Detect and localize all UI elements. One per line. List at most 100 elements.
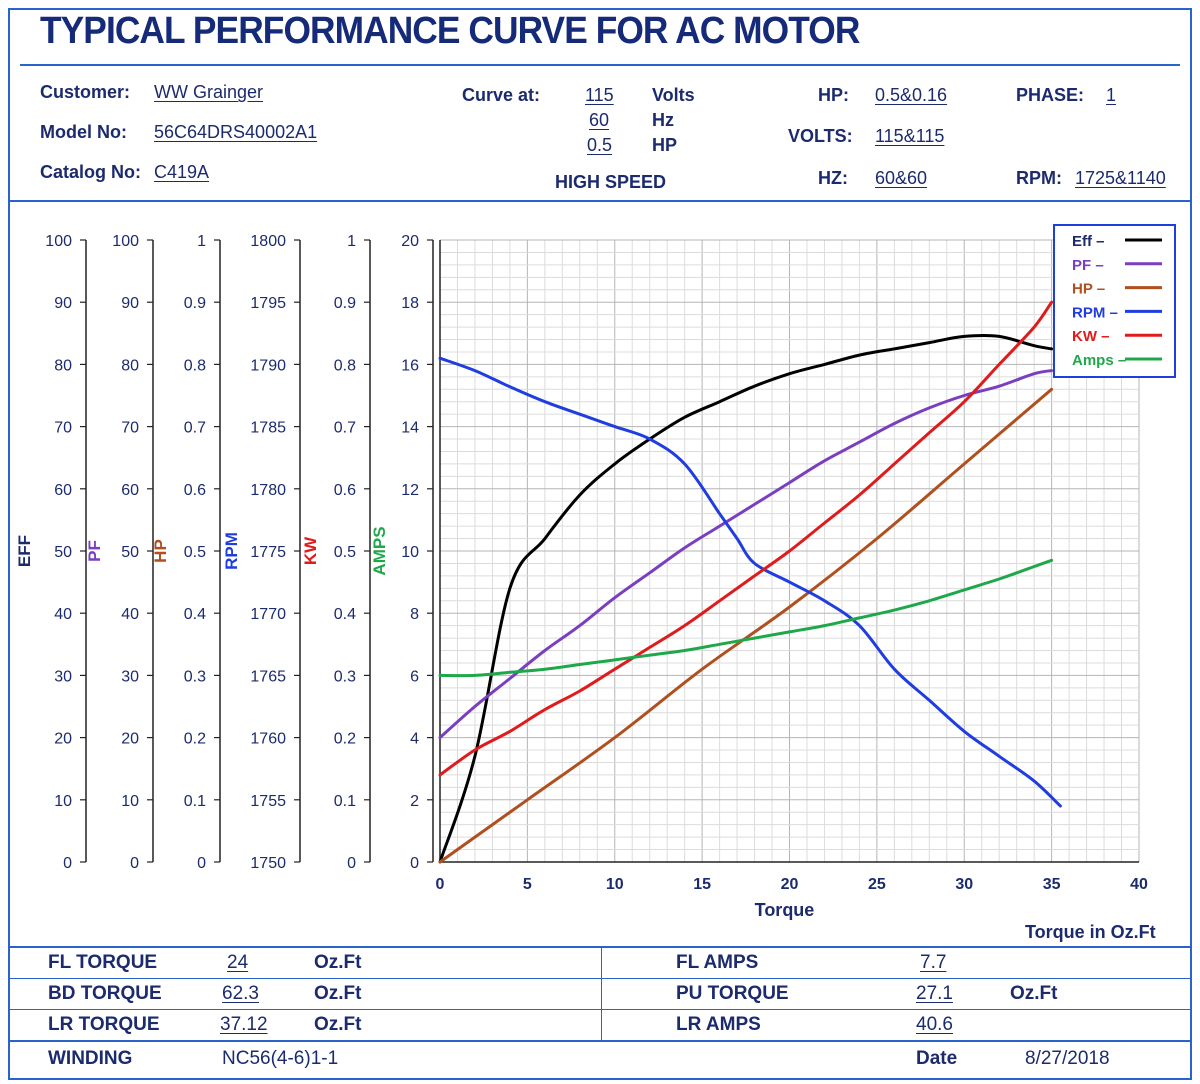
y-tick-label: 2	[410, 793, 419, 810]
x-axis-label: Torque	[755, 900, 815, 920]
y-tick-label: 30	[54, 668, 72, 685]
y-tick-label: 0	[347, 855, 356, 872]
pu-torque-value: 27.1	[916, 983, 953, 1004]
x-tick-label: 15	[693, 876, 711, 893]
y-tick-label: 40	[121, 606, 139, 623]
model-label: Model No:	[40, 122, 127, 142]
series-line-hp	[438, 387, 1054, 864]
lr-torque-value: 37.12	[220, 1014, 268, 1035]
footer-row-line-1	[8, 978, 1192, 979]
y-tick-label: 0.6	[184, 482, 206, 499]
legend-label-rpm: RPM –	[1072, 304, 1118, 321]
series-lines	[438, 300, 1062, 864]
y-tick-label: 0	[63, 855, 72, 872]
y-tick-label: 40	[54, 606, 72, 623]
footer-column-divider	[601, 946, 602, 1042]
lr-torque-label: LR TORQUE	[48, 1014, 160, 1035]
y-tick-label: 0.7	[184, 420, 206, 437]
catalog-label: Catalog No:	[40, 162, 141, 182]
y-tick-label: 1765	[250, 668, 286, 685]
lr-amps-label: LR AMPS	[676, 1014, 761, 1035]
fl-torque-value: 24	[227, 952, 249, 973]
y-tick-label: 1795	[250, 295, 286, 312]
y-tick-label: 8	[410, 606, 419, 623]
y-tick-label: 1790	[250, 357, 286, 374]
y-tick-label: 1780	[250, 482, 286, 499]
y-tick-label: 0.7	[334, 420, 356, 437]
y-tick-label: 80	[121, 357, 139, 374]
speed-label: HIGH SPEED	[555, 172, 667, 192]
y-tick-label: 1755	[250, 793, 286, 810]
y-tick-label: 1800	[250, 233, 286, 250]
y-tick-label: 60	[121, 482, 139, 499]
y-tick-label: 0	[130, 855, 139, 872]
fl-amps-label: FL AMPS	[676, 952, 759, 973]
x-tick-label: 30	[955, 876, 973, 893]
y-tick-label: 0.9	[334, 295, 356, 312]
x-tick-label: 25	[868, 876, 886, 893]
legend-label-kw: KW –	[1072, 328, 1110, 345]
curve-volts-value: 115	[585, 85, 614, 105]
customer-value: WW Grainger	[154, 82, 264, 102]
series-line-amps	[438, 558, 1054, 678]
y-axis-title: RPM	[222, 532, 241, 570]
legend-box	[1053, 224, 1176, 378]
date-label: Date	[916, 1048, 958, 1069]
model-value: 56C64DRS40002A1	[154, 122, 318, 142]
y-tick-label: 20	[121, 731, 139, 748]
y-tick-label: 0.8	[184, 357, 206, 374]
series-line-rpm	[438, 356, 1062, 808]
x-tick-label: 20	[781, 876, 799, 893]
x-tick-label: 5	[523, 876, 532, 893]
y-tick-label: 0.3	[184, 668, 206, 685]
bd-torque-label: BD TORQUE	[48, 983, 162, 1004]
y-tick-label: 12	[401, 482, 419, 499]
x-tick-label: 0	[436, 876, 445, 893]
page-frame	[8, 8, 1192, 1080]
y-tick-label: 0.9	[184, 295, 206, 312]
y-tick-label: 1750	[250, 855, 286, 872]
y-tick-label: 90	[121, 295, 139, 312]
y-tick-label: 50	[54, 544, 72, 561]
y-tick-label: 70	[121, 420, 139, 437]
hz-value: 60&60	[875, 168, 928, 188]
footer-row-line-2	[8, 1009, 1192, 1010]
bd-torque-value: 62.3	[222, 983, 259, 1004]
y-tick-label: 80	[54, 357, 72, 374]
hp-label: HP:	[818, 85, 849, 105]
title-divider	[20, 64, 1180, 66]
fl-torque-unit: Oz.Ft	[314, 952, 362, 973]
curve-at-label: Curve at:	[462, 85, 541, 105]
y-tick-label: 0.4	[334, 606, 356, 623]
y-tick-label: 30	[121, 668, 139, 685]
y-tick-label: 1770	[250, 606, 286, 623]
y-tick-label: 0.4	[184, 606, 206, 623]
y-tick-label: 0.2	[334, 731, 356, 748]
rpm-value: 1725&1140	[1075, 168, 1166, 188]
bd-torque-unit: Oz.Ft	[314, 983, 362, 1004]
date-value: 8/27/2018	[1025, 1048, 1110, 1069]
hp-value: 0.5&0.16	[875, 85, 948, 105]
page-title: TYPICAL PERFORMANCE CURVE FOR AC MOTOR	[40, 10, 860, 52]
y-tick-label: 1760	[250, 731, 286, 748]
curve-hp-value: 0.5	[587, 135, 613, 155]
y-tick-label: 50	[121, 544, 139, 561]
y-tick-label: 0.1	[334, 793, 356, 810]
y-tick-label: 14	[401, 420, 419, 437]
x-axis-note: Torque in Oz.Ft	[1025, 922, 1156, 942]
pu-torque-unit: Oz.Ft	[1010, 983, 1058, 1004]
y-tick-label: 10	[401, 544, 419, 561]
curve-hz-unit: Hz	[652, 110, 674, 130]
curve-hz-value: 60	[589, 110, 610, 130]
series-line-eff	[438, 333, 1054, 864]
y-tick-label: 18	[401, 295, 419, 312]
footer-row-line-3	[8, 1040, 1192, 1042]
y-tick-label: 16	[401, 357, 419, 374]
legend-label-eff: Eff –	[1072, 233, 1105, 250]
y-tick-label: 20	[54, 731, 72, 748]
y-tick-label: 4	[410, 731, 419, 748]
y-tick-label: 1785	[250, 420, 286, 437]
y-axis-title: HP	[151, 539, 170, 563]
fl-torque-label: FL TORQUE	[48, 952, 158, 973]
y-tick-label: 100	[45, 233, 72, 250]
